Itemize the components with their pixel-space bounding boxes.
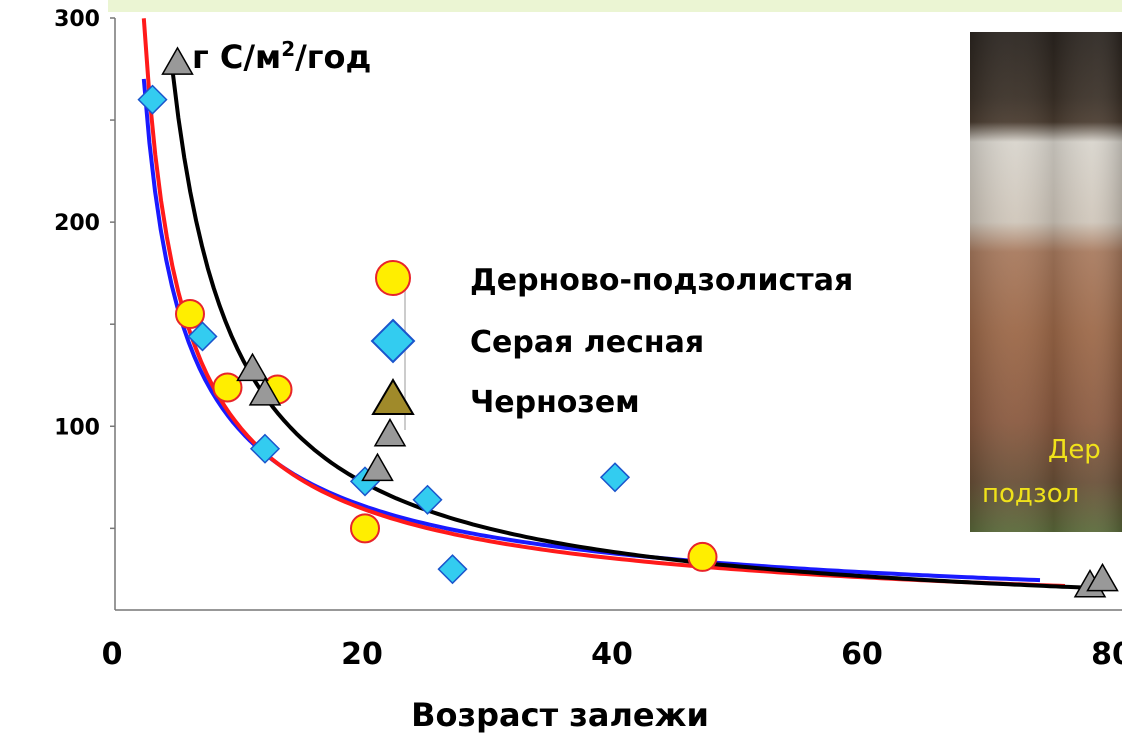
data-point	[437, 554, 468, 585]
legend-label-sod-podzolic: Дерново-подзолистая	[470, 263, 853, 298]
x-tick-label: 60	[841, 637, 883, 672]
axes	[114, 18, 1122, 611]
legend-marker-triangle	[371, 378, 415, 415]
y-tick-label: 200	[54, 211, 100, 236]
legend-label-gray-forest: Серая лесная	[470, 325, 704, 360]
data-point	[187, 321, 218, 352]
data-point	[687, 541, 718, 572]
photo-caption-line2: подзол	[982, 479, 1079, 509]
legend: Дерново-подзолистая Серая лесная Чернозе…	[370, 260, 853, 430]
soil-profile-photo: Дер подзол	[970, 32, 1122, 532]
y-tick-label: 300	[54, 7, 100, 32]
x-tick-label: 0	[102, 637, 123, 672]
data-point	[249, 433, 281, 464]
legend-marker-diamond	[370, 318, 416, 364]
data-point	[412, 484, 443, 515]
x-tick-label: 40	[591, 637, 633, 672]
unit-main: г С/м	[192, 38, 281, 76]
data-point	[1086, 562, 1119, 592]
unit-tail: /год	[295, 38, 371, 76]
photo-caption-line1: Дер	[1048, 435, 1101, 465]
data-point	[161, 46, 194, 75]
x-tick-label: 20	[341, 637, 383, 672]
x-axis-title: Возраст залежи	[411, 696, 709, 734]
legend-marker-circle	[375, 260, 411, 296]
data-point	[236, 352, 269, 382]
data-point	[373, 417, 407, 447]
fit-curve	[170, 70, 1116, 591]
data-point	[361, 452, 394, 482]
y-axis-unit-label: г С/м2/год	[192, 37, 371, 76]
data-point	[137, 84, 168, 115]
svg-text:г С/м2/год: г С/м2/год	[192, 37, 371, 76]
top-band	[108, 0, 1122, 12]
data-point	[599, 462, 631, 493]
unit-sup: 2	[281, 37, 295, 61]
y-tick-label: 100	[54, 415, 100, 440]
legend-label-chernozem: Чернозем	[470, 385, 640, 420]
fit-curve	[141, 18, 1066, 588]
data-point	[212, 372, 243, 403]
x-tick-label: 80	[1091, 637, 1122, 672]
data-point	[248, 377, 282, 406]
data-point	[175, 299, 205, 329]
data-point	[350, 513, 380, 544]
